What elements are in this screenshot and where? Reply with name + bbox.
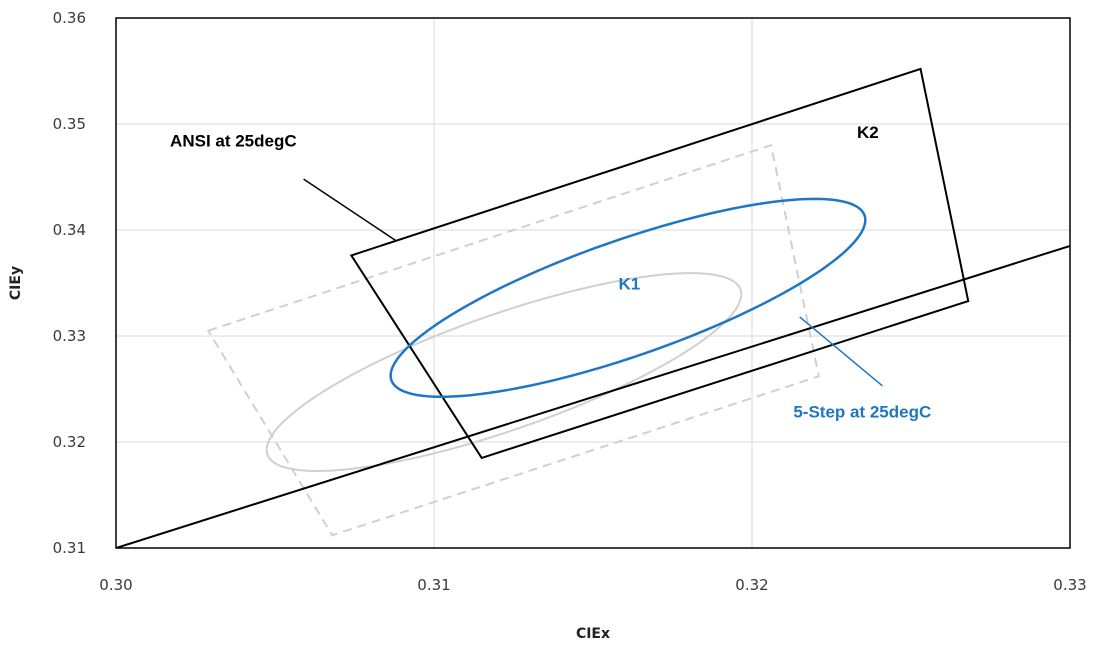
y-tick-label: 0.36 xyxy=(53,9,86,27)
annotation-leader-ansi xyxy=(303,178,397,242)
y-tick-label: 0.34 xyxy=(53,221,86,239)
annotation-leader-fivestep xyxy=(799,316,883,387)
x-axis-title: CIEx xyxy=(576,626,610,642)
plot-area-frame xyxy=(115,17,1071,549)
y-tick-label: 0.33 xyxy=(53,327,86,345)
x-tick-label: 0.32 xyxy=(735,576,768,594)
polygon-k1 xyxy=(206,143,820,537)
annotation-k1: K1 xyxy=(618,274,640,293)
ellipse-ellipse-gray xyxy=(265,272,743,472)
x-tick-label: 0.33 xyxy=(1053,576,1086,594)
y-tick-label: 0.31 xyxy=(53,539,86,557)
x-tick-label: 0.31 xyxy=(417,576,450,594)
polygon-k2 xyxy=(349,67,970,460)
tick-labels: 0.30 0.31 0.32 0.33 0.31 0.32 0.33 0.34 0.35 0.36 xyxy=(53,9,1087,594)
annotations: ANSI at 25degC K2 K1 5-Step at 25degC xyxy=(170,123,931,422)
y-axis-title: CIEy xyxy=(8,266,24,300)
x-tick-label: 0.30 xyxy=(99,576,132,594)
y-tick-label: 0.35 xyxy=(53,115,86,133)
annotation-fivestep: 5-Step at 25degC xyxy=(793,403,931,422)
reference-line xyxy=(116,244,1070,548)
ellipse-5-step-at-25degc xyxy=(389,197,867,399)
y-tick-label: 0.32 xyxy=(53,433,86,451)
annotation-ansi: ANSI at 25degC xyxy=(170,131,297,150)
annotation-k2: K2 xyxy=(857,123,879,142)
shapes-layer xyxy=(116,67,1070,548)
